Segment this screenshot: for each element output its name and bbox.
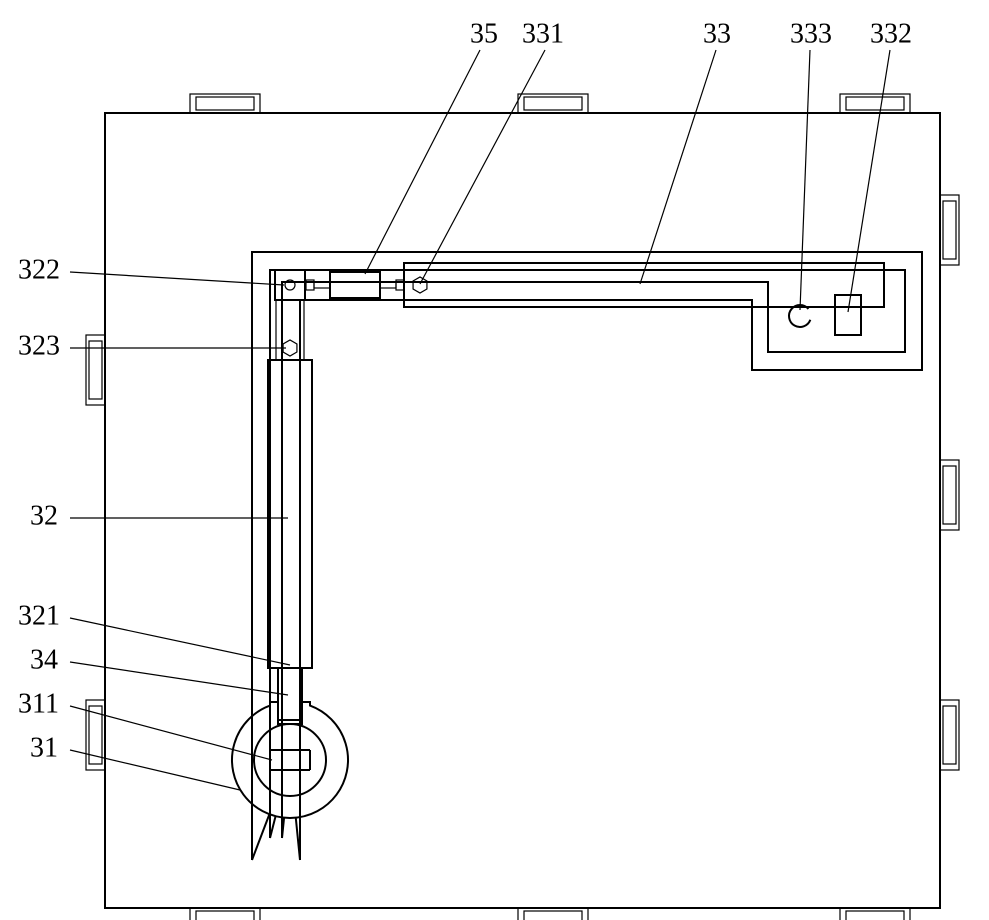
coupling-body-35 (330, 272, 380, 298)
edge-tab-inner (524, 97, 582, 110)
edge-tab-inner (943, 466, 956, 524)
edge-tab-inner (846, 97, 904, 110)
label-323: 323 (18, 330, 60, 361)
block-332 (835, 295, 861, 335)
leader-35 (365, 50, 480, 274)
leader-311 (70, 706, 272, 760)
label-333: 333 (790, 18, 832, 49)
edge-tab-inner (196, 911, 254, 920)
label-34: 34 (30, 644, 58, 675)
label-31: 31 (30, 732, 58, 763)
edge-tab-inner (943, 706, 956, 764)
label-311: 311 (18, 688, 59, 719)
label-331: 331 (522, 18, 564, 49)
edge-tab-inner (196, 97, 254, 110)
edge-tab-inner (943, 201, 956, 259)
leader-34 (70, 662, 288, 695)
circle-inner-311 (254, 724, 326, 796)
label-35: 35 (470, 18, 498, 49)
leader-331 (420, 50, 545, 284)
label-322: 322 (18, 254, 60, 285)
hex-331 (413, 277, 427, 293)
edge-tab-inner (846, 911, 904, 920)
l-channel-outer (252, 252, 922, 860)
channel-outer-merge-0 (252, 814, 269, 860)
label-33: 33 (703, 18, 731, 49)
label-332: 332 (870, 18, 912, 49)
arm-32 (268, 360, 312, 668)
edge-tab (518, 908, 588, 920)
edge-tab-inner (89, 341, 102, 399)
l-channel-inner (270, 270, 905, 838)
edge-tab (190, 908, 260, 920)
label-32: 32 (30, 500, 58, 531)
outer-box (105, 113, 940, 908)
label-321: 321 (18, 600, 60, 631)
edge-tab-inner (524, 911, 582, 920)
leader-33 (640, 50, 716, 284)
edge-tab (840, 908, 910, 920)
leader-321 (70, 618, 290, 665)
